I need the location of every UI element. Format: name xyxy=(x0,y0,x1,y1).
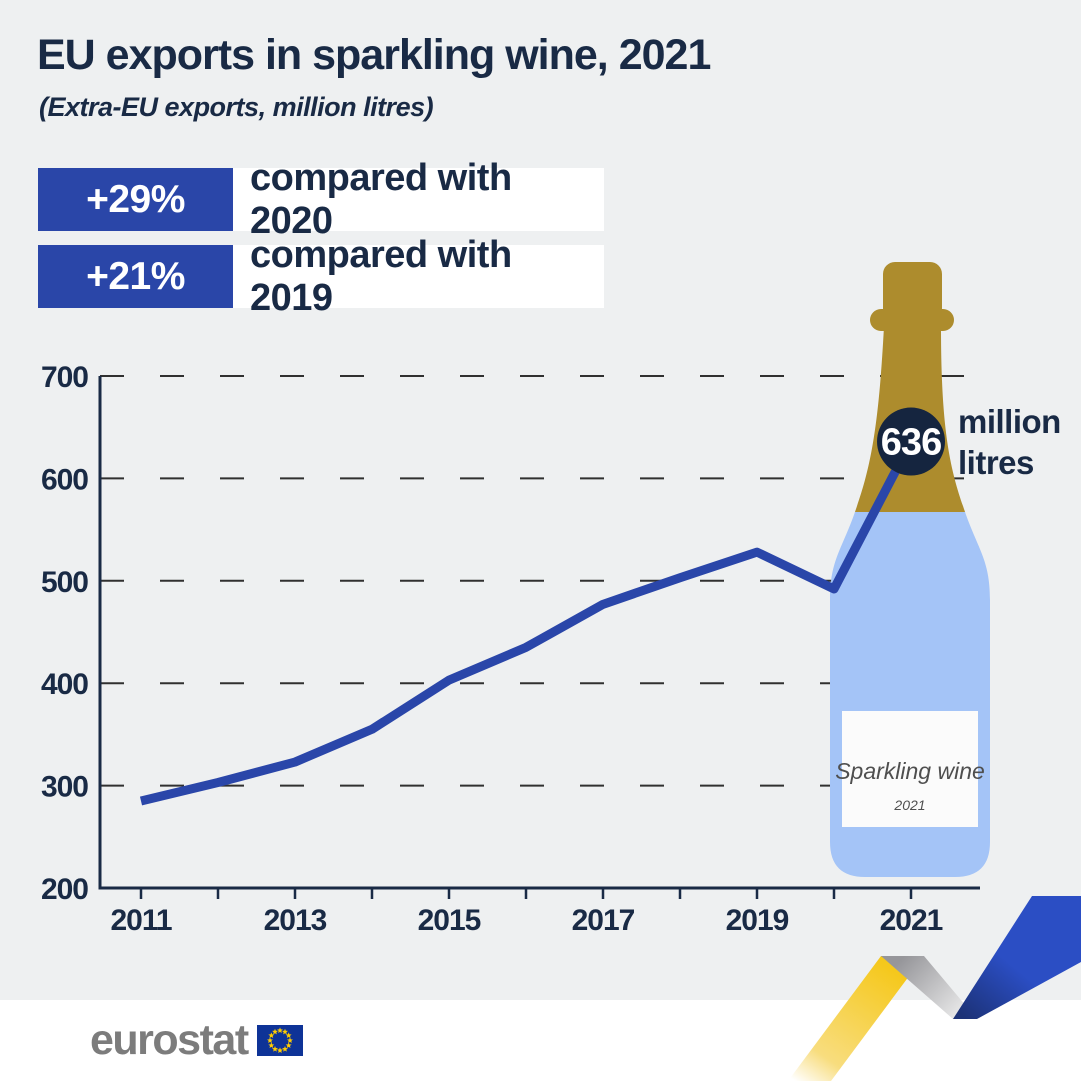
x-tick-label: 2015 xyxy=(418,904,481,937)
badge-label-2020: compared with 2020 xyxy=(233,157,604,242)
bottle-label-year: 2021 xyxy=(893,797,925,813)
zigzag-ribbon-decoration xyxy=(788,896,1081,1081)
page-subtitle: (Extra-EU exports, million litres) xyxy=(39,92,434,122)
y-tick-label: 500 xyxy=(41,566,88,599)
badge-label-2019: compared with 2019 xyxy=(233,234,604,319)
x-ticks xyxy=(139,888,913,899)
eurostat-logo-text: eurostat xyxy=(90,1016,249,1064)
value-label: 636 xyxy=(881,422,941,464)
y-axis-labels: 200 300 400 500 600 700 xyxy=(41,361,89,906)
x-tick-label: 2011 xyxy=(110,904,171,937)
badge-row-2020: +29% compared with 2020 xyxy=(38,157,604,242)
x-tick-label: 2019 xyxy=(726,904,789,937)
badge-value-2020: +29% xyxy=(38,168,233,231)
export-line xyxy=(139,439,915,806)
unit-label-line2: litres xyxy=(958,444,1034,481)
x-tick-label: 2017 xyxy=(572,904,635,937)
comparison-badges: +29% compared with 2020 +21% compared wi… xyxy=(38,157,604,322)
value-marker xyxy=(877,407,945,476)
y-tick-label: 700 xyxy=(41,361,88,394)
ribbon-yellow-band xyxy=(788,956,924,1081)
badge-row-2019: +21% compared with 2019 xyxy=(38,234,604,319)
badge-value-2019: +21% xyxy=(38,245,233,308)
bottom-strip xyxy=(0,1000,1081,1081)
gridlines xyxy=(100,375,975,787)
eu-flag-icon xyxy=(256,1025,303,1056)
y-tick-label: 400 xyxy=(41,668,88,701)
page-title: EU exports in sparkling wine, 2021 xyxy=(37,31,711,79)
y-tick-label: 600 xyxy=(41,463,88,496)
bottle-label-text: Sparkling wine xyxy=(835,758,985,784)
ribbon-blue-band xyxy=(953,896,1081,1019)
eurostat-logo: eurostat xyxy=(90,1016,303,1065)
ribbon-silver-band xyxy=(881,956,977,1019)
x-tick-label: 2013 xyxy=(264,904,327,937)
bottle-label xyxy=(842,711,978,827)
axes xyxy=(98,376,980,890)
y-tick-label: 200 xyxy=(41,873,88,906)
x-tick-label: 2021 xyxy=(880,904,943,937)
x-axis-labels: 2011 2013 2015 2017 2019 2021 xyxy=(110,904,943,937)
y-tick-label: 300 xyxy=(41,771,88,804)
unit-label-line1: million xyxy=(958,403,1061,440)
